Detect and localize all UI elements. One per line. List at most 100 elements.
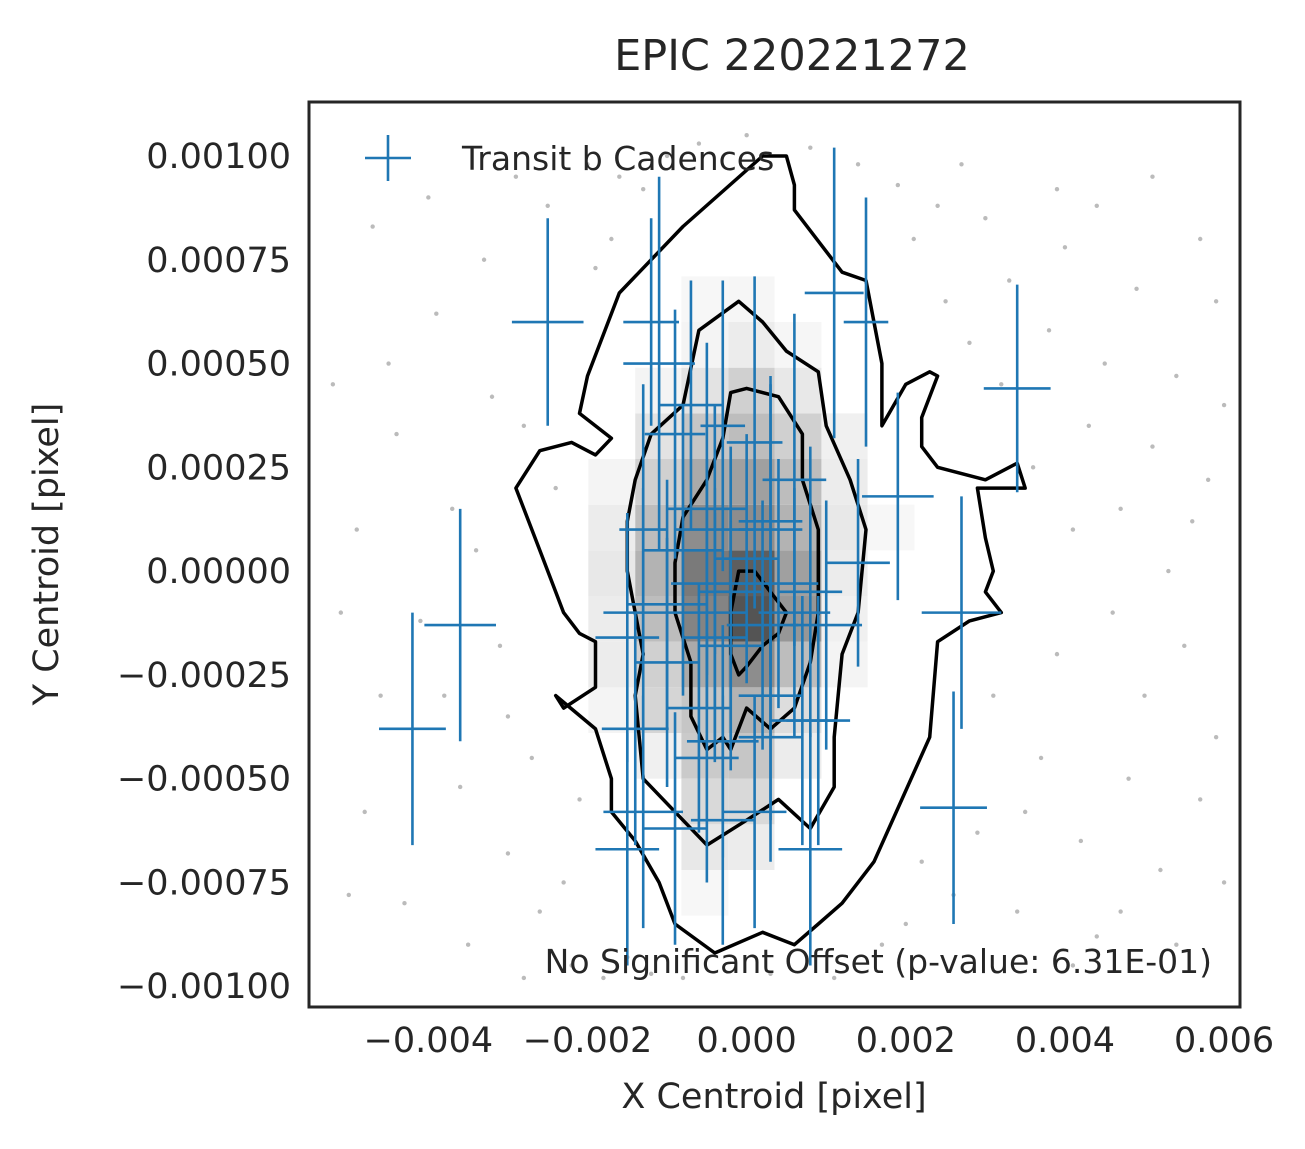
background-point (1198, 797, 1203, 802)
x-tick-label: 0.000 (697, 1021, 797, 1061)
background-point (497, 643, 503, 649)
cadence-errorbar (379, 612, 446, 846)
cadence-errorbar (595, 733, 660, 966)
background-point (1182, 643, 1187, 649)
y-axis-ticks: 0.00100 0.00075 0.00050 0.00025 0.00000 −0.00… (117, 137, 291, 1007)
cadence-errorbar (778, 446, 843, 738)
background-point (744, 133, 749, 138)
background-point (362, 809, 367, 815)
cadence-errorbar (862, 392, 934, 601)
background-point (450, 506, 455, 512)
background-point (831, 975, 837, 981)
background-point (378, 693, 383, 698)
background-point (545, 203, 550, 208)
background-point (1046, 328, 1052, 333)
background-point (426, 195, 431, 200)
cadence-errorbar (643, 712, 707, 945)
cadence-errorbar (644, 309, 706, 559)
background-point (354, 527, 359, 532)
background-point (601, 975, 606, 981)
cadence-errorbar (983, 284, 1051, 493)
background-point (505, 714, 511, 719)
background-point (1221, 402, 1227, 408)
heatmap-bin (774, 641, 822, 688)
background-point (593, 265, 598, 271)
cadence-errorbar (682, 512, 747, 763)
cadence-errorbar (804, 147, 864, 439)
x-tick-label: −0.004 (364, 1021, 494, 1061)
background-point (521, 975, 527, 981)
cadence-errorbar (635, 537, 699, 787)
cadence-errorbar (675, 633, 739, 883)
background-point (1158, 867, 1163, 873)
heatmap-bin (728, 459, 775, 505)
x-tick-label: 0.006 (1174, 1021, 1274, 1061)
y-tick-label: −0.00050 (117, 760, 291, 800)
cadence-errorbar (601, 612, 669, 846)
x-axis-label: X Centroid [pixel] (621, 1077, 926, 1117)
cadence-errorbar (726, 500, 799, 750)
y-tick-label: 0.00100 (146, 137, 291, 177)
background-point (1118, 909, 1123, 914)
background-point (1022, 809, 1028, 815)
cadence-errorbar (726, 276, 783, 609)
chart-title: EPIC 220221272 (614, 31, 970, 81)
background-point (919, 859, 924, 864)
heatmap-bin (681, 778, 729, 825)
background-point (553, 485, 558, 491)
background-point (680, 975, 686, 981)
cadence-errorbar (738, 612, 803, 862)
background-point (999, 382, 1004, 387)
y-tick-label: −0.00025 (117, 656, 291, 696)
background-point (983, 216, 988, 221)
background-point (617, 174, 622, 179)
cadence-errorbar (690, 695, 755, 945)
heatmap-bin (774, 413, 822, 460)
x-axis-ticks: −0.004 −0.002 0.000 0.002 0.004 0.006 (364, 1021, 1275, 1061)
heatmap-bin (774, 733, 822, 779)
heatmap-bin (821, 413, 868, 460)
background-point (465, 942, 471, 947)
cadence-errorbar (921, 496, 1002, 729)
heatmap-bin (681, 870, 729, 916)
background-point (1110, 610, 1115, 615)
heatmap-bin (774, 504, 822, 551)
background-point (648, 971, 654, 976)
legend-label: Transit b Cadences (461, 139, 774, 178)
background-point (943, 299, 948, 304)
background-point (1038, 755, 1044, 761)
heatmap-bin (681, 596, 729, 642)
background-point (1094, 934, 1099, 939)
cadence-errorbar (623, 218, 680, 426)
background-point (561, 880, 566, 885)
background-point (585, 162, 590, 167)
background-point (338, 610, 344, 615)
background-point (1070, 527, 1076, 532)
background-point (609, 236, 614, 242)
background-point (442, 693, 447, 698)
cadence-errorbar (778, 733, 843, 966)
cadence-errorbar (826, 459, 890, 667)
background-point (505, 851, 511, 856)
background-point (457, 784, 463, 790)
cadence-errorbar (843, 197, 889, 447)
background-point (641, 186, 646, 192)
background-point (1094, 203, 1099, 208)
cadence-errorbar (722, 695, 787, 929)
background-point (935, 203, 940, 208)
background-point (1150, 444, 1155, 449)
heatmap-bin (774, 367, 822, 414)
heatmap-bin (681, 413, 729, 460)
background-point (696, 141, 702, 146)
cadence-errorbar (770, 596, 835, 846)
background-point (1070, 963, 1076, 968)
background-point (577, 797, 582, 802)
heatmap-bin (681, 550, 729, 597)
y-tick-label: 0.00000 (146, 552, 291, 592)
background-point (537, 909, 542, 914)
background-point (513, 174, 519, 179)
background-point (911, 236, 916, 242)
offset-annotation: No Significant Offset (p-value: 6.31E-01… (545, 942, 1212, 981)
background-point (370, 224, 375, 229)
